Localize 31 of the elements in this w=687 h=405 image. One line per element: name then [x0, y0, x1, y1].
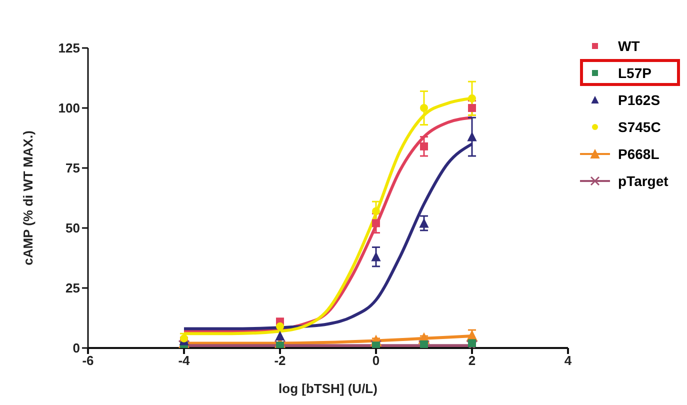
x-tick-label: -6: [82, 353, 94, 368]
x-tick-label: -2: [274, 353, 286, 368]
y-tick-label: 50: [66, 220, 80, 236]
point: [372, 252, 380, 262]
point: [372, 219, 380, 228]
x-tick-label: -4: [178, 353, 191, 368]
point: [420, 142, 428, 150]
y-tick-label: 125: [58, 40, 80, 56]
legend-label: P162S: [618, 92, 660, 108]
point: [276, 322, 284, 330]
legend-label: pTarget: [618, 172, 668, 188]
point: [468, 94, 476, 102]
point: [420, 218, 428, 228]
x-tick-label: 4: [564, 353, 572, 368]
point: [372, 207, 380, 216]
y-tick-label: 25: [66, 280, 80, 296]
x-tick-label: 2: [468, 353, 476, 368]
y-tick-label: 75: [66, 160, 80, 176]
y-tick-label: 0: [72, 340, 80, 356]
point: [420, 104, 428, 112]
point: [276, 332, 284, 340]
legend-label: WT: [618, 38, 640, 54]
legend-label: P668L: [618, 146, 660, 162]
y-tick-label: 100: [58, 100, 80, 116]
legend-label: S745C: [618, 118, 661, 134]
y-axis-title: cAMP (% di WT MAX.): [20, 130, 36, 266]
x-tick-label: 0: [372, 353, 380, 368]
legend-label: L57P: [618, 64, 652, 80]
point: [468, 132, 476, 142]
x-axis-title: log [bTSH] (U/L): [278, 381, 378, 396]
point: [468, 104, 476, 112]
